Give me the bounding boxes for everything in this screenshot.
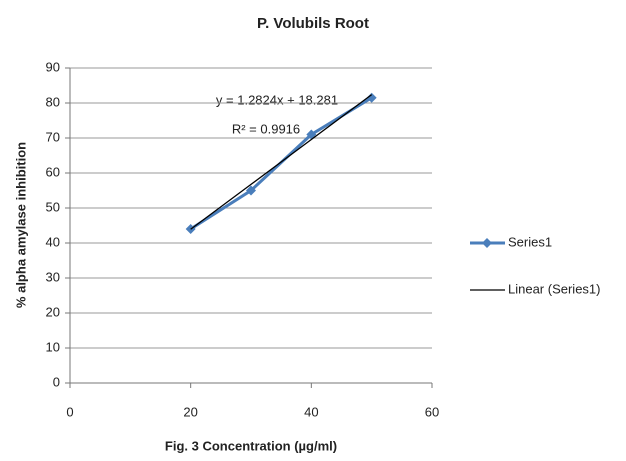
y-axis-label: % alpha amylase inhibition (13, 142, 28, 308)
x-tick-label: 20 (183, 404, 197, 419)
y-tick-label: 80 (46, 94, 60, 109)
legend-label: Linear (Series1) (508, 281, 601, 296)
y-tick-label: 10 (46, 339, 60, 354)
annotation: y = 1.2824x + 18.281 (216, 92, 338, 107)
y-tick-label: 90 (46, 59, 60, 74)
y-tick-label: 50 (46, 199, 60, 214)
y-tick-label: 60 (46, 164, 60, 179)
y-tick-label: 0 (53, 374, 60, 389)
legend-label: Series1 (508, 234, 552, 249)
marker (246, 185, 256, 196)
y-tick-label: 20 (46, 304, 60, 319)
x-axis-label: Fig. 3 Concentration (µg/ml) (165, 438, 337, 453)
x-tick-label: 40 (304, 404, 318, 419)
x-tick-label: 0 (66, 404, 73, 419)
annotation: R² = 0.9916 (232, 121, 300, 136)
marker (366, 92, 377, 103)
y-tick-label: 40 (46, 234, 60, 249)
legend-marker (482, 238, 492, 248)
chart-title: P. Volubils Root (257, 15, 369, 32)
x-tick-label: 60 (425, 404, 439, 419)
y-tick-label: 70 (46, 129, 60, 144)
series-line (190, 94, 373, 230)
y-tick-label: 30 (46, 269, 60, 284)
